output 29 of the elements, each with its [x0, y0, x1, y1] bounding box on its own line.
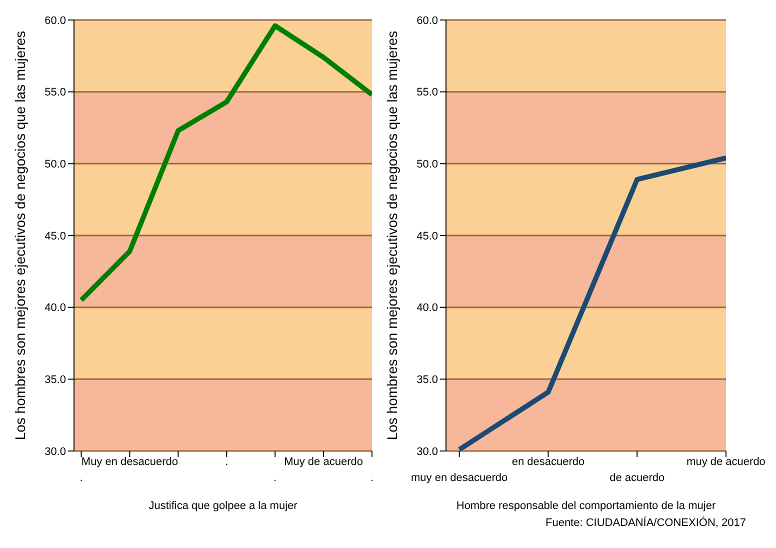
y-tick-label: 55.0: [44, 86, 66, 99]
source-note: Fuente: CIUDADANÍA/CONEXIÓN, 2017: [544, 517, 747, 529]
y-tick-label: 35.0: [44, 374, 66, 386]
y-tick-label: 40.0: [44, 302, 66, 314]
x-tick-label: Muy de acuerdo: [284, 456, 363, 468]
y-tick-label: 30.0: [44, 446, 66, 458]
x-tick-label: .: [225, 456, 228, 468]
y-tick-label: 60.0: [416, 14, 438, 27]
y-tick-label: 60.0: [44, 14, 66, 27]
y-tick-label: 40.0: [416, 302, 438, 314]
y-axis-title: Los hombres son mejores ejecutivos de negocios que las mujeres: [384, 30, 400, 440]
y-tick-label: 30.0: [416, 446, 438, 458]
y-axis-title: Los hombres son mejores ejecutivos de negocios que las mujeres: [12, 30, 28, 440]
y-tick-label: 45.0: [44, 230, 66, 242]
x-tick-label: Muy en desacuerdo: [81, 456, 178, 468]
y-tick-label: 35.0: [416, 374, 438, 386]
x-tick-label: .: [80, 472, 83, 484]
x-tick-label: .: [274, 472, 277, 484]
y-tick-label: 55.0: [416, 86, 438, 99]
y-tick-label: 45.0: [416, 230, 438, 242]
x-axis-title: Hombre responsable del comportamiento de la mujer: [456, 500, 716, 512]
x-tick-label: de acuerdo: [610, 472, 665, 484]
y-tick-label: 50.0: [416, 158, 438, 171]
x-axis-title: Justifica que golpee a la mujer: [148, 500, 298, 512]
x-tick-label: .: [370, 472, 374, 484]
x-tick-label: muy de acuerdo: [686, 456, 766, 468]
y-tick-label: 50.0: [44, 158, 66, 171]
x-tick-label: muy en desacuerdo: [411, 472, 508, 484]
x-tick-label: en desacuerdo: [512, 456, 585, 468]
